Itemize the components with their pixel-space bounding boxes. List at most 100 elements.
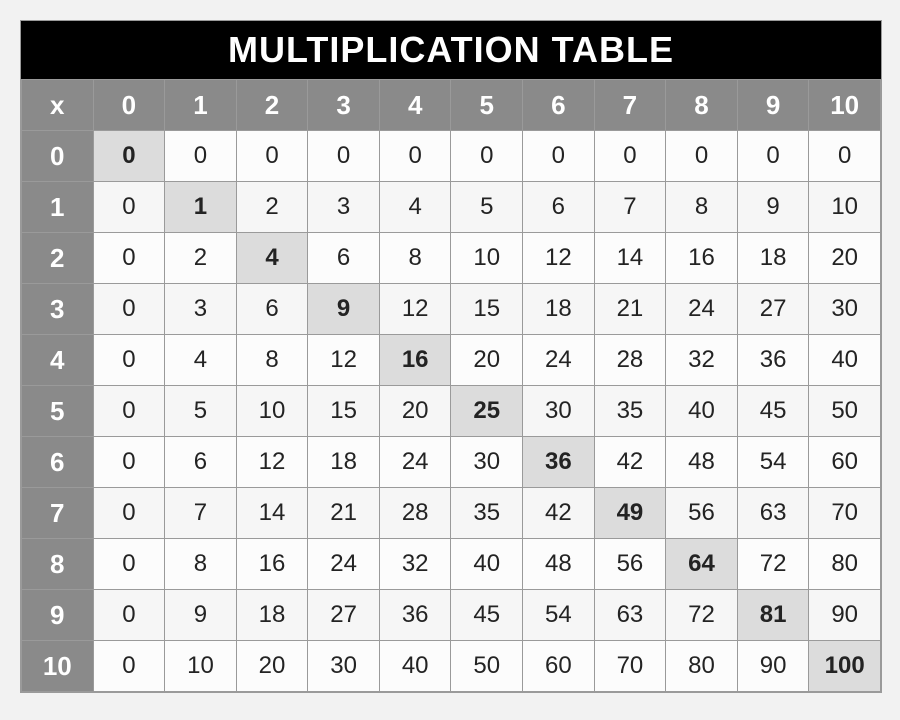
cell: 56 [594, 539, 666, 590]
cell: 10 [165, 641, 237, 692]
corner-cell: x [22, 80, 94, 131]
row-header-10: 10 [22, 641, 94, 692]
cell: 24 [666, 284, 738, 335]
cell: 6 [236, 284, 308, 335]
cell: 18 [308, 437, 380, 488]
cell: 0 [93, 131, 165, 182]
table-body: x012345678910000000000000101234567891020… [22, 80, 881, 692]
cell: 49 [594, 488, 666, 539]
cell: 16 [236, 539, 308, 590]
cell: 30 [523, 386, 595, 437]
cell: 12 [523, 233, 595, 284]
cell: 3 [165, 284, 237, 335]
cell: 8 [236, 335, 308, 386]
cell: 50 [809, 386, 881, 437]
cell: 60 [809, 437, 881, 488]
cell: 40 [451, 539, 523, 590]
cell: 6 [523, 182, 595, 233]
cell: 56 [666, 488, 738, 539]
cell: 30 [451, 437, 523, 488]
cell: 60 [523, 641, 595, 692]
cell: 72 [666, 590, 738, 641]
cell: 10 [236, 386, 308, 437]
row-header-0: 0 [22, 131, 94, 182]
col-header-9: 9 [737, 80, 809, 131]
col-header-6: 6 [523, 80, 595, 131]
cell: 72 [737, 539, 809, 590]
row-header-9: 9 [22, 590, 94, 641]
cell: 45 [737, 386, 809, 437]
cell: 40 [666, 386, 738, 437]
cell: 3 [308, 182, 380, 233]
cell: 54 [737, 437, 809, 488]
cell: 2 [236, 182, 308, 233]
cell: 6 [308, 233, 380, 284]
cell: 7 [594, 182, 666, 233]
page: MULTIPLICATION TABLE x012345678910000000… [0, 0, 900, 720]
col-header-2: 2 [236, 80, 308, 131]
cell: 32 [666, 335, 738, 386]
cell: 36 [737, 335, 809, 386]
multiplication-table: x012345678910000000000000101234567891020… [21, 79, 881, 692]
cell: 12 [308, 335, 380, 386]
cell: 90 [737, 641, 809, 692]
cell: 9 [165, 590, 237, 641]
cell: 0 [523, 131, 595, 182]
cell: 80 [809, 539, 881, 590]
cell: 54 [523, 590, 595, 641]
cell: 8 [666, 182, 738, 233]
row-header-2: 2 [22, 233, 94, 284]
cell: 48 [666, 437, 738, 488]
table-row: 505101520253035404550 [22, 386, 881, 437]
cell: 20 [809, 233, 881, 284]
table-row: 1012345678910 [22, 182, 881, 233]
cell: 4 [379, 182, 451, 233]
cell: 90 [809, 590, 881, 641]
cell: 0 [93, 284, 165, 335]
cell: 45 [451, 590, 523, 641]
cell: 0 [93, 488, 165, 539]
col-header-0: 0 [93, 80, 165, 131]
cell: 24 [379, 437, 451, 488]
cell: 0 [93, 539, 165, 590]
cell: 35 [594, 386, 666, 437]
cell: 20 [451, 335, 523, 386]
cell: 0 [809, 131, 881, 182]
cell: 7 [165, 488, 237, 539]
table-row: 606121824303642485460 [22, 437, 881, 488]
col-header-1: 1 [165, 80, 237, 131]
cell: 0 [594, 131, 666, 182]
col-header-7: 7 [594, 80, 666, 131]
cell: 0 [236, 131, 308, 182]
cell: 0 [308, 131, 380, 182]
cell: 20 [379, 386, 451, 437]
cell: 18 [236, 590, 308, 641]
cell: 80 [666, 641, 738, 692]
table-row: 202468101214161820 [22, 233, 881, 284]
cell: 0 [93, 233, 165, 284]
table-row: 808162432404856647280 [22, 539, 881, 590]
cell: 4 [236, 233, 308, 284]
table-row: 100102030405060708090100 [22, 641, 881, 692]
row-header-1: 1 [22, 182, 94, 233]
cell: 70 [809, 488, 881, 539]
cell: 9 [308, 284, 380, 335]
cell: 40 [809, 335, 881, 386]
cell: 0 [451, 131, 523, 182]
col-header-8: 8 [666, 80, 738, 131]
table-row: 40481216202428323640 [22, 335, 881, 386]
table-row: 3036912151821242730 [22, 284, 881, 335]
cell: 0 [93, 437, 165, 488]
cell: 30 [308, 641, 380, 692]
col-header-4: 4 [379, 80, 451, 131]
cell: 0 [93, 386, 165, 437]
cell: 63 [594, 590, 666, 641]
title-bar: MULTIPLICATION TABLE [21, 21, 881, 79]
cell: 42 [523, 488, 595, 539]
cell: 4 [165, 335, 237, 386]
table-header-row: x012345678910 [22, 80, 881, 131]
cell: 25 [451, 386, 523, 437]
row-header-7: 7 [22, 488, 94, 539]
cell: 8 [379, 233, 451, 284]
cell: 18 [737, 233, 809, 284]
